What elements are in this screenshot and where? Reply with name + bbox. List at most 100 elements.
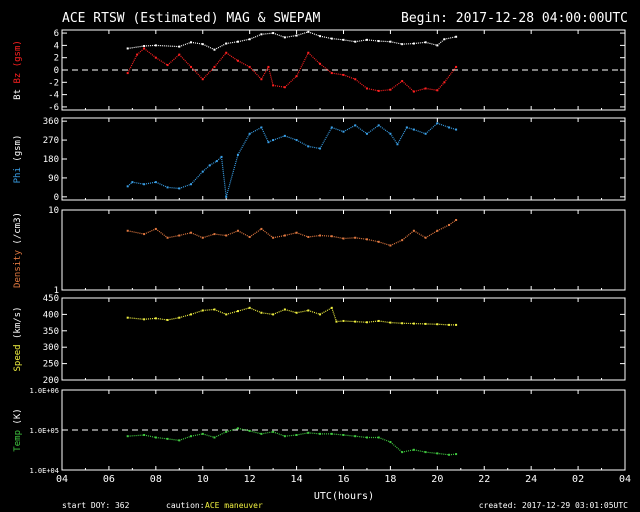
mag-series-1-segment bbox=[155, 57, 168, 66]
mag-y-axis-label-part: (gsm) bbox=[13, 40, 23, 67]
phi-series-0-segment bbox=[190, 171, 204, 185]
density-series-0-segment bbox=[155, 228, 168, 239]
temp-y-tick-label: 1.0E+06 bbox=[29, 387, 59, 395]
phi-y-tick-label: 360 bbox=[43, 117, 59, 127]
phi-series-0-segment bbox=[354, 124, 368, 135]
mag-series-1-segment bbox=[237, 60, 250, 68]
phi-series-0-segment bbox=[406, 126, 415, 131]
phi-series-0-segment bbox=[260, 127, 269, 143]
speed-y-tick-label: 400 bbox=[43, 310, 59, 320]
phi-y-tick-label: 90 bbox=[48, 174, 59, 184]
speed-series-0-segment bbox=[272, 308, 286, 315]
phi-series-0-segment bbox=[437, 122, 450, 129]
caution-label: caution: bbox=[166, 501, 205, 510]
mag-series-0-segment bbox=[127, 45, 145, 50]
phi-y-axis-label: Phi (gsm) bbox=[13, 135, 23, 184]
mag-series-1-segment bbox=[413, 87, 426, 93]
density-series-0-segment bbox=[179, 232, 192, 237]
phi-series-0-segment bbox=[249, 126, 262, 135]
density-series-0-segment bbox=[225, 230, 239, 237]
speed-series-0-segment bbox=[249, 307, 262, 314]
phi-series-0-segment bbox=[209, 160, 218, 166]
mag-series-1-segment bbox=[225, 52, 239, 62]
x-tick-label: 24 bbox=[525, 474, 537, 485]
density-series-0-segment bbox=[237, 230, 250, 238]
begin-time: Begin: 2017-12-28 04:00:00UTC bbox=[401, 11, 628, 26]
phi-series-0-segment bbox=[202, 164, 211, 173]
mag-y-tick-label: 0 bbox=[54, 66, 59, 76]
mag-series-1-segment bbox=[296, 52, 309, 77]
density-series-0-segment bbox=[261, 228, 274, 239]
temp-series-0-segment bbox=[127, 434, 145, 437]
speed-y-tick-label: 350 bbox=[43, 327, 59, 337]
phi-y-axis-label-part: Phi bbox=[13, 167, 23, 183]
phi-y-tick-label: 270 bbox=[43, 136, 59, 146]
speed-series-0-segment bbox=[237, 307, 250, 312]
phi-series-0-point bbox=[455, 128, 458, 131]
mag-series-1-point bbox=[455, 65, 458, 68]
mag-series-0-segment bbox=[296, 31, 309, 37]
x-tick-label: 12 bbox=[244, 474, 256, 485]
x-tick-label: 16 bbox=[337, 474, 349, 485]
speed-series-0-segment bbox=[127, 317, 145, 320]
speed-series-0-segment bbox=[179, 313, 192, 319]
phi-series-0-segment bbox=[284, 135, 297, 141]
mag-series-0-segment bbox=[179, 41, 192, 48]
mag-series-0-segment bbox=[202, 43, 215, 51]
density-series-0-segment bbox=[190, 232, 203, 239]
mag-series-1-segment bbox=[136, 48, 145, 56]
caution-text: ACE maneuver bbox=[205, 501, 263, 510]
phi-series-0-segment bbox=[272, 135, 286, 141]
mag-series-1-segment bbox=[167, 54, 180, 66]
density-y-tick-label: 1 bbox=[54, 286, 59, 296]
phi-y-axis-label-part: (gsm) bbox=[13, 135, 23, 168]
mag-y-tick-label: 4 bbox=[54, 41, 59, 51]
phi-series-0-segment bbox=[378, 124, 391, 135]
temp-series-0-segment bbox=[272, 431, 286, 437]
x-tick-label: 10 bbox=[197, 474, 209, 485]
mag-series-1-segment bbox=[143, 47, 157, 59]
mag-y-tick-label: 2 bbox=[54, 54, 59, 64]
mag-series-1-segment bbox=[202, 66, 215, 80]
temp-y-axis-label-part: (K) bbox=[13, 408, 23, 430]
density-series-0-point bbox=[455, 218, 458, 221]
speed-y-tick-label: 250 bbox=[43, 360, 59, 370]
mag-series-1-segment bbox=[390, 80, 403, 91]
mag-series-1-segment bbox=[284, 75, 297, 88]
mag-series-1-segment bbox=[436, 81, 445, 91]
mag-series-1-segment bbox=[260, 66, 269, 80]
mag-series-1-segment bbox=[401, 80, 415, 92]
density-y-axis-label: Density (/cm3) bbox=[13, 212, 23, 288]
x-tick-label: 04 bbox=[619, 474, 631, 485]
x-tick-label: 18 bbox=[384, 474, 396, 485]
mag-series-1-segment bbox=[178, 54, 192, 68]
temp-series-0-segment bbox=[179, 435, 192, 441]
mag-y-tick-label: -6 bbox=[48, 103, 59, 113]
density-series-0-segment bbox=[296, 232, 309, 238]
phi-series-0-segment bbox=[425, 122, 438, 135]
density-y-axis-label-part: (/cm3) bbox=[13, 212, 23, 250]
density-series-0-segment bbox=[401, 230, 415, 241]
mag-y-axis-label: Bt Bz (gsm) bbox=[13, 40, 23, 100]
density-series-0-segment bbox=[413, 230, 426, 239]
mag-y-axis-label-part: Bz bbox=[13, 67, 23, 89]
x-axis-label: UTC(hours) bbox=[314, 491, 374, 502]
phi-series-0-segment bbox=[179, 183, 192, 190]
temp-series-0-segment bbox=[237, 427, 250, 432]
x-tick-label: 04 bbox=[56, 474, 68, 485]
temp-series-0-segment bbox=[214, 431, 227, 439]
mag-series-1-point bbox=[126, 72, 129, 75]
phi-series-0-segment bbox=[366, 124, 380, 135]
mag-series-1-segment bbox=[343, 74, 356, 80]
start-doy: start DOY: 362 bbox=[62, 501, 130, 510]
mag-series-0-segment bbox=[249, 33, 262, 40]
mag-y-axis-label-part: Bt bbox=[13, 89, 23, 100]
mag-series-1-segment bbox=[307, 52, 321, 65]
density-y-tick-label: 10 bbox=[48, 206, 59, 216]
mag-series-1-segment bbox=[190, 66, 204, 80]
density-series-0-segment bbox=[202, 233, 215, 239]
speed-y-tick-label: 200 bbox=[43, 376, 59, 386]
mag-series-1-segment bbox=[249, 66, 262, 80]
temp-series-0-segment bbox=[226, 427, 239, 433]
